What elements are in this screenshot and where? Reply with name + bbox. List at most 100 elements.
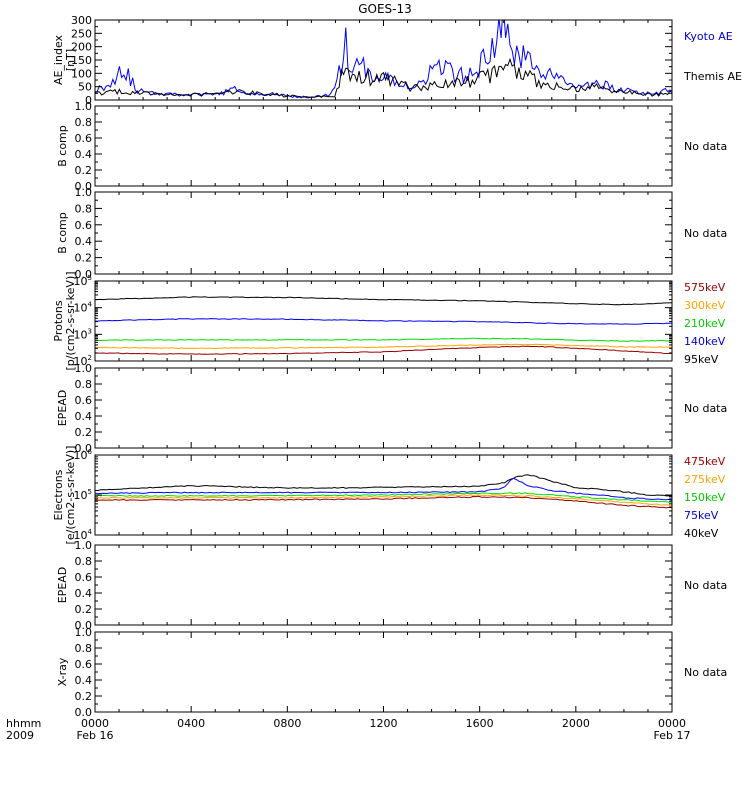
panel-2: 0.0 0.2 0.4 0.6 0.8 1.0 B comp No data [56,100,727,193]
panel-frame [94,105,673,187]
y-tick-label: 0.0 [75,180,93,193]
no-data-label: No data [684,579,727,592]
y-tick-label: 250 [71,27,92,40]
x-tick-label: 0800 [273,717,301,730]
y-tick-label: 0.2 [75,603,93,616]
legend-575kev: 575keV [684,281,726,294]
y-tick-label: 1.0 [75,539,93,552]
y-axis-label: Electrons [52,469,65,520]
y-tick-label: 0.8 [75,555,93,568]
series-line-475kev [95,495,672,509]
panel-8: 0.0 0.2 0.4 0.6 0.8 1.0 X-ray No data [56,626,727,719]
no-data-label: No data [684,666,727,679]
y-tick-label: 0.0 [75,619,93,632]
y-tick-label: 102 [74,354,92,368]
series-line-75kev [95,477,672,501]
legend-150kev: 150keV [684,491,726,504]
legend-210kev: 210keV [684,317,726,330]
y-tick-label: 0.2 [75,164,93,177]
y-tick-label: 1.0 [75,100,93,113]
legend-95kev: 95keV [684,353,719,366]
panel-frame [94,19,673,101]
y-tick-label: 0.8 [75,642,93,655]
x-tick-label: 0400 [177,717,205,730]
y-tick-label: 0.8 [75,378,93,391]
y-tick-label: 0.0 [75,442,93,455]
series-line-kyoto-ae [95,20,672,99]
time-axis-row1-label: hhmm [6,717,41,730]
series-line-140kev [95,318,672,325]
y-tick-label: 200 [71,41,92,54]
time-axis-row2-label: 2009 [6,729,34,742]
legend-kyoto-ae: Kyoto AE [684,30,733,43]
y-tick-label: 300 [71,14,92,27]
series-line-40kev [95,474,672,497]
y-axis-label: [p/(cm2-s-sr-keV)] [64,271,77,370]
y-axis-label: EPEAD [56,390,69,427]
panel-3: 0.0 0.2 0.4 0.6 0.8 1.0 B comp No data [56,186,727,281]
x-tick-label: 2000 [562,717,590,730]
y-tick-label: 0.4 [75,410,93,423]
y-axis-label: B comp [56,212,69,254]
y-tick-label: 105 [74,488,92,502]
legend-300kev: 300keV [684,299,726,312]
y-tick-label: 0.4 [75,235,93,248]
y-tick-label: 0.0 [75,706,93,719]
y-tick-label: 0.6 [75,571,93,584]
x-tick-label: 0000 [658,717,686,730]
series-line-575kev [95,345,672,355]
no-data-label: No data [684,227,727,240]
panel-frame [94,631,673,713]
y-axis-label: X-ray [56,657,69,686]
panel-frame [94,367,673,449]
legend-themis-ae: Themis AE [683,70,742,83]
legend-75kev: 75keV [684,509,719,522]
x-tick-label: 0000 [81,717,109,730]
y-tick-label: 150 [71,54,92,67]
y-tick-label: 50 [78,81,92,94]
x-date-label: Feb 17 [654,729,691,742]
plot-title: GOES-13 [358,2,412,16]
panel-frame [94,544,673,626]
legend-40kev: 40keV [684,527,719,540]
no-data-label: No data [684,140,727,153]
y-axis-label: [nT] [64,49,77,71]
y-axis-label: AE_index [52,34,65,85]
y-tick-label: 1.0 [75,362,93,375]
legend-140kev: 140keV [684,335,726,348]
y-tick-label: 105 [74,274,92,288]
y-axis-label: B comp [56,125,69,167]
legend-475kev: 475keV [684,455,726,468]
y-tick-label: 103 [74,327,92,341]
series-line-95kev [95,296,672,306]
series-line-300kev [95,343,672,350]
y-tick-label: 1.0 [75,626,93,639]
series-line-275kev [95,494,672,507]
x-tick-label: 1600 [466,717,494,730]
y-tick-label: 0.4 [75,148,93,161]
y-tick-label: 0.6 [75,132,93,145]
y-axis-label: Protons [52,300,65,341]
y-tick-label: 100 [71,67,92,80]
y-tick-label: 0.2 [75,690,93,703]
panel-7: 0.0 0.2 0.4 0.6 0.8 1.0 EPEAD No data [56,539,727,632]
y-tick-label: 0.6 [75,394,93,407]
y-tick-label: 0.0 [75,268,93,281]
y-tick-label: 0.6 [75,219,93,232]
y-tick-label: 0.6 [75,658,93,671]
y-tick-label: 0.2 [75,426,93,439]
y-tick-label: 0.2 [75,252,93,265]
y-tick-label: 0.8 [75,202,93,215]
y-axis-label: [e/(cm2-s-sr-keV)] [64,446,77,545]
y-axis-label: EPEAD [56,567,69,604]
no-data-label: No data [684,402,727,415]
x-tick-label: 1200 [370,717,398,730]
y-tick-label: 0.4 [75,674,93,687]
y-tick-label: 0 [85,94,92,107]
y-tick-label: 0.4 [75,587,93,600]
series-line-210kev [95,337,672,342]
